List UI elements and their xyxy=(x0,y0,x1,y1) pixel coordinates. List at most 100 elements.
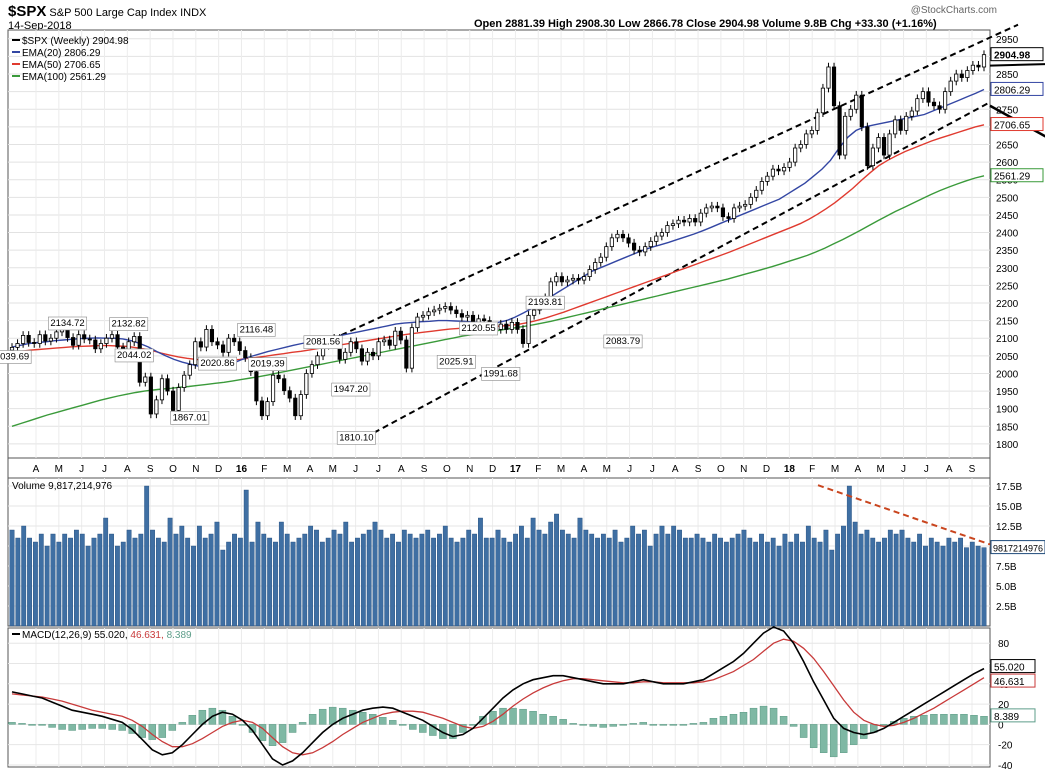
candle xyxy=(548,281,553,299)
candle xyxy=(426,311,431,316)
volume-bar xyxy=(735,533,741,627)
price-tick-label: 1850 xyxy=(996,422,1019,433)
volume-bar xyxy=(694,533,700,627)
volume-bar xyxy=(155,537,161,627)
macd-histogram-bar xyxy=(679,724,688,726)
last-value-tag xyxy=(990,168,1044,183)
macd-histogram-bar xyxy=(188,715,197,725)
last-value-tag xyxy=(990,47,1044,62)
volume-bar xyxy=(325,537,331,627)
candle xyxy=(848,108,853,117)
volume-bar xyxy=(700,537,706,627)
volume-bar xyxy=(958,537,963,627)
x-tick-label: 17 xyxy=(510,464,522,475)
volume-bar xyxy=(519,525,524,627)
candle xyxy=(432,309,437,313)
candle xyxy=(870,147,875,167)
macd-histogram-bar xyxy=(449,724,457,739)
candle xyxy=(943,91,948,110)
macd-histogram-bar xyxy=(960,714,968,725)
volume-bar xyxy=(589,533,595,627)
candle xyxy=(520,329,526,344)
volume-bar xyxy=(33,541,38,627)
price-annotation-box xyxy=(436,355,476,369)
resistance-trendline xyxy=(989,63,1045,67)
candle xyxy=(420,314,426,318)
candle xyxy=(193,341,198,366)
macd-histogram-bar xyxy=(569,723,577,725)
candle xyxy=(854,94,859,110)
volume-bar xyxy=(161,541,167,627)
macd-histogram-bar xyxy=(8,722,16,725)
volume-bar xyxy=(612,529,618,627)
volume-bar xyxy=(829,549,835,627)
volume-bar xyxy=(390,533,396,627)
macd-histogram-bar xyxy=(940,714,948,725)
candle xyxy=(198,341,203,348)
macd-histogram-bar xyxy=(68,724,76,731)
macd-histogram-bar xyxy=(689,723,698,725)
volume-bar xyxy=(349,541,355,627)
volume-bar xyxy=(114,545,120,627)
volume-bar xyxy=(103,517,109,627)
macd-histogram-bar xyxy=(529,710,537,725)
candle xyxy=(859,94,864,128)
x-tick-label: A xyxy=(307,464,314,475)
candle xyxy=(626,237,631,244)
macd-legend: MACD(12,26,9) 55.020, 46.631, 8.389 xyxy=(22,630,192,641)
candle xyxy=(948,80,953,93)
macd-histogram-bar xyxy=(108,724,116,730)
macd-histogram-bar xyxy=(950,714,958,725)
volume-bar xyxy=(800,541,805,627)
volume-bar xyxy=(501,537,507,627)
last-value-label: 2561.29 xyxy=(994,172,1031,183)
volume-bar xyxy=(460,537,466,627)
volume-bar xyxy=(109,533,114,627)
volume-bar xyxy=(817,541,823,627)
candle xyxy=(937,105,942,110)
volume-bar xyxy=(554,513,559,627)
candle xyxy=(776,168,781,172)
volume-bar xyxy=(940,545,946,627)
volume-bar xyxy=(712,533,718,627)
price-tick-label: 2450 xyxy=(996,211,1019,222)
macd-histogram-bar xyxy=(759,705,768,725)
volume-bar xyxy=(630,525,636,627)
last-value-tag xyxy=(990,81,1044,96)
volume-bar xyxy=(396,541,401,627)
volume-bar xyxy=(688,537,694,627)
x-tick-label: F xyxy=(535,464,541,475)
volume-bar xyxy=(776,545,782,627)
candle xyxy=(665,225,670,233)
price-panel xyxy=(7,29,991,459)
candle xyxy=(654,235,659,242)
candle xyxy=(737,205,742,209)
macd-histogram-bar xyxy=(519,708,527,725)
macd-histogram-bar xyxy=(619,724,627,726)
volume-bar xyxy=(682,537,688,627)
candle xyxy=(76,334,81,346)
candle xyxy=(659,232,664,237)
candle xyxy=(981,54,987,68)
macd-tick-label: 80 xyxy=(998,639,1010,650)
candle xyxy=(176,387,181,411)
macd-histogram-bar xyxy=(58,724,66,730)
volume-bar xyxy=(27,537,32,627)
chart-header-symbol: $SPX S&P 500 Large Cap Index INDX xyxy=(8,3,206,20)
volume-bar xyxy=(495,529,501,627)
candle xyxy=(504,323,509,330)
candle xyxy=(15,343,20,348)
x-tick-label: S xyxy=(969,464,976,475)
volume-bar xyxy=(132,537,138,627)
price-tick-label: 1950 xyxy=(996,387,1019,398)
volume-bar xyxy=(343,521,349,627)
x-tick-label: J xyxy=(901,464,906,475)
volume-bar xyxy=(671,525,677,627)
volume-tick-label: 15.0B xyxy=(996,502,1022,513)
candle xyxy=(754,189,759,198)
macd-histogram-bar xyxy=(659,724,668,726)
macd-histogram-bar xyxy=(669,724,678,726)
volume-bar xyxy=(419,533,425,627)
candle xyxy=(354,341,359,350)
candle xyxy=(32,342,37,344)
